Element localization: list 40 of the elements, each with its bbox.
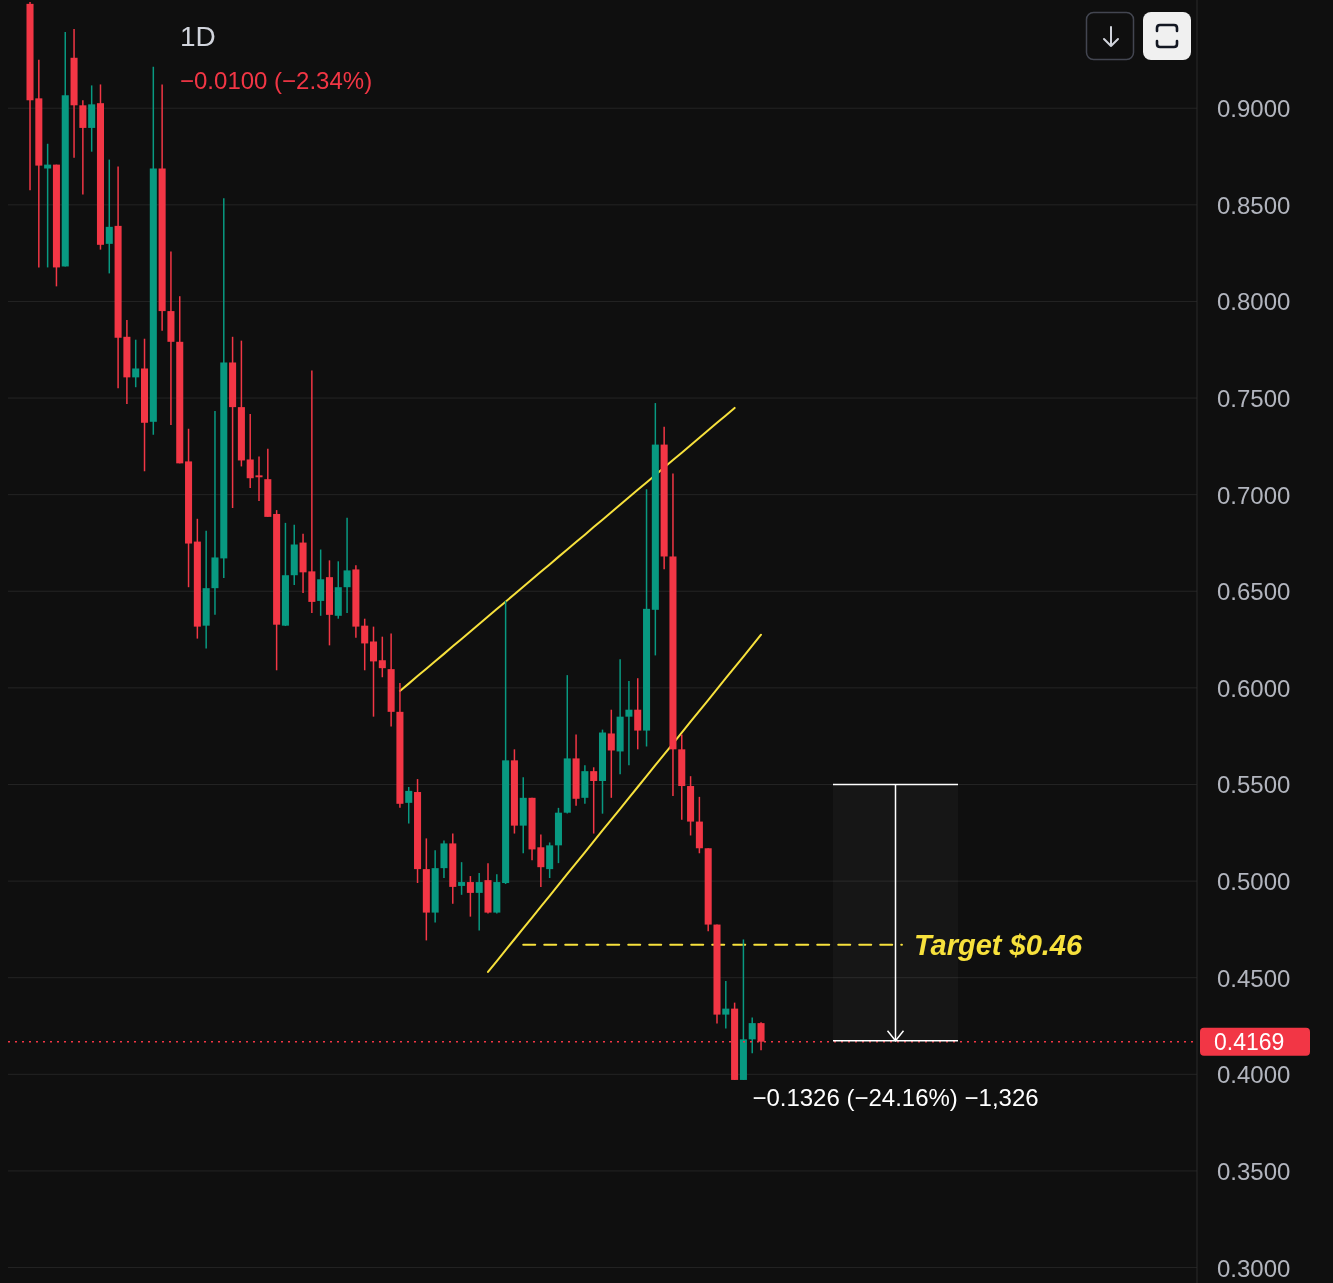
candlestick — [625, 680, 633, 766]
candlestick — [88, 84, 96, 153]
y-tick-label: 0.8500 — [1217, 191, 1291, 219]
candlestick — [343, 517, 351, 614]
candlestick — [132, 338, 140, 388]
candlestick — [378, 635, 386, 678]
band-label: −0.1326 (−24.16%) −1,326 — [752, 1083, 1039, 1111]
candlestick — [546, 841, 554, 879]
y-tick-label: 0.6000 — [1217, 674, 1291, 702]
line-series — [487, 633, 763, 973]
ref-line-label: 0.4169 — [1214, 1028, 1285, 1055]
candlestick — [317, 548, 325, 617]
candlestick — [722, 980, 730, 1030]
candlestick — [369, 625, 378, 718]
candlestick — [361, 617, 369, 672]
y-tick-label: 0.8000 — [1217, 287, 1291, 315]
y-tick-label: 0.5000 — [1217, 867, 1291, 895]
y-tick-label: 0.4500 — [1217, 964, 1291, 992]
candlestick — [748, 1016, 756, 1055]
line-series — [398, 406, 736, 692]
candlestick — [634, 677, 642, 751]
text: −0.0100 (−2.34%) — [180, 66, 373, 94]
y-tick-label: 0.7000 — [1217, 481, 1291, 509]
y-tick-label: 0.6500 — [1217, 577, 1291, 605]
y-tick-label: 0.7500 — [1217, 384, 1291, 412]
candlestick — [475, 872, 483, 932]
candlestick — [607, 708, 615, 799]
y-tick-label: 0.4000 — [1217, 1060, 1291, 1088]
y-tick-label: 0.5500 — [1217, 770, 1291, 798]
candlestick — [458, 861, 466, 896]
text: 1D — [180, 20, 216, 52]
candlestick — [466, 875, 474, 918]
y-tick-label: 0.9000 — [1217, 94, 1291, 122]
y-tick-label: 0.3500 — [1217, 1157, 1291, 1185]
candlestick — [405, 786, 413, 825]
candlestick — [590, 766, 598, 835]
y-tick-label: 0.3000 — [1217, 1254, 1291, 1282]
series-label: Target $0.46 — [913, 928, 1083, 961]
candlestick — [105, 158, 113, 275]
candlestick — [79, 99, 87, 196]
